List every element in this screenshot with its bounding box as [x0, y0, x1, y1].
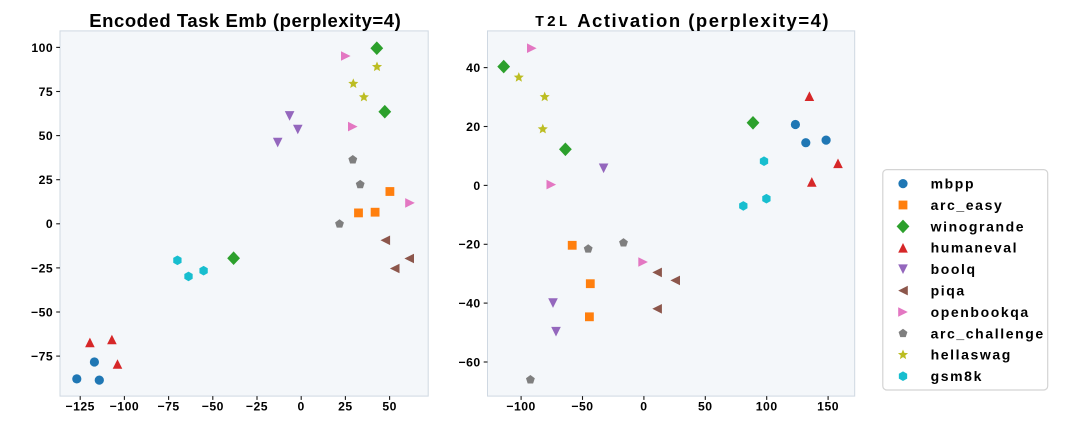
svg-text:gsm8k: gsm8k [931, 368, 983, 384]
svg-text:50: 50 [382, 399, 397, 413]
svg-text:50: 50 [698, 399, 713, 413]
svg-text:winogrande: winogrande [930, 218, 1026, 234]
svg-text:100: 100 [756, 399, 778, 413]
svg-text:40: 40 [466, 61, 481, 75]
svg-text:25: 25 [338, 399, 353, 413]
svg-text:0: 0 [298, 399, 305, 413]
svg-text:arc_easy: arc_easy [931, 197, 1004, 213]
svg-text:20: 20 [466, 120, 481, 134]
svg-text:arc_challenge: arc_challenge [931, 325, 1045, 341]
svg-text:0: 0 [640, 399, 647, 413]
svg-text:−25: −25 [31, 261, 53, 275]
svg-text:−75: −75 [31, 350, 53, 364]
svg-text:hellaswag: hellaswag [931, 347, 1012, 363]
svg-text:Encoded Task Emb (perplexity=4: Encoded Task Emb (perplexity=4) [89, 10, 401, 31]
svg-text:−50: −50 [202, 399, 224, 413]
svg-text:−60: −60 [459, 355, 481, 369]
svg-text:−50: −50 [31, 305, 53, 319]
svg-text:−100: −100 [110, 399, 139, 413]
svg-text:50: 50 [39, 129, 54, 143]
svg-text:−125: −125 [65, 399, 94, 413]
svg-text:25: 25 [39, 173, 54, 187]
svg-text:75: 75 [39, 85, 54, 99]
svg-text:−50: −50 [571, 399, 593, 413]
svg-text:mbpp: mbpp [931, 176, 976, 192]
svg-text:100: 100 [31, 41, 53, 55]
svg-text:−100: −100 [506, 399, 535, 413]
svg-text:−25: −25 [246, 399, 268, 413]
svg-text:0: 0 [46, 217, 53, 231]
svg-text:−40: −40 [459, 297, 481, 311]
svg-text:T2L: T2L [535, 13, 570, 31]
svg-text:0: 0 [473, 179, 480, 193]
svg-text:150: 150 [817, 399, 839, 413]
svg-text:openbookqa: openbookqa [931, 304, 1030, 320]
svg-text:−20: −20 [459, 238, 481, 252]
svg-text:boolq: boolq [931, 261, 977, 277]
svg-text:−75: −75 [158, 399, 180, 413]
svg-text:humaneval: humaneval [931, 240, 1019, 256]
svg-text:piqa: piqa [931, 283, 966, 299]
svg-text:Activation (perplexity=4): Activation (perplexity=4) [577, 10, 830, 31]
